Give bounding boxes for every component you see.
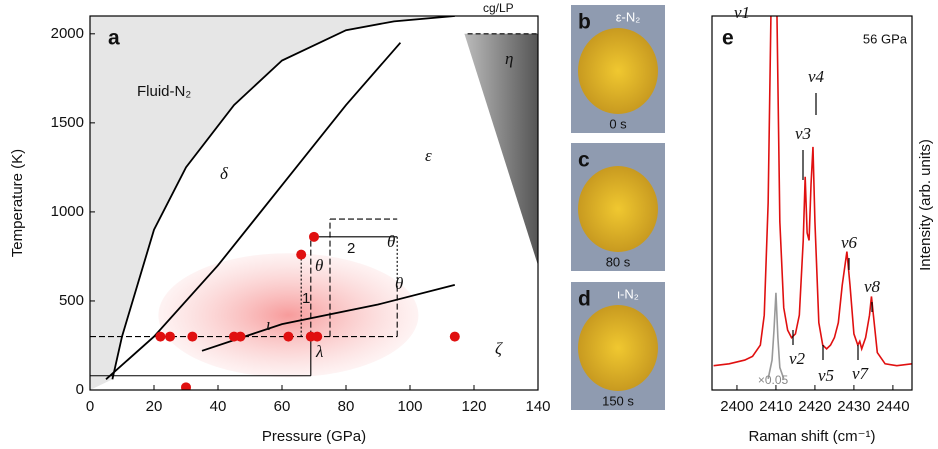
time-label: 0 s <box>609 116 627 131</box>
peak-label: ν5 <box>818 366 834 385</box>
spectrum-line <box>767 292 785 380</box>
x-tick-label: 2400 <box>720 398 753 415</box>
phase-label: ι-N₂ <box>617 286 639 301</box>
x-tick-label: 80 <box>338 398 355 415</box>
y-axis-label: Temperature (K) <box>9 149 26 257</box>
annotation: ι <box>266 315 271 334</box>
peak-label: ν8 <box>864 277 881 296</box>
plot-area <box>90 16 538 390</box>
x-tick-label: 140 <box>525 398 550 415</box>
panel-letter: d <box>578 288 591 311</box>
plot-frame <box>89 15 539 391</box>
photo-panels: b ε-N₂ 0 s c 80 s d ι-N₂ 150 s <box>571 5 665 410</box>
plot-frame <box>711 15 913 391</box>
annotation: δ <box>220 164 229 183</box>
y-tick-label: 1000 <box>51 203 84 220</box>
annotation: θ <box>315 256 323 275</box>
y-tick-label: 1500 <box>51 114 84 131</box>
data-point <box>155 331 166 342</box>
data-point <box>449 331 460 342</box>
x-tick-label: 2430 <box>837 398 870 415</box>
panel-letter: a <box>108 27 120 50</box>
y-tick-label: 2000 <box>51 25 84 42</box>
x-tick-label: 2440 <box>876 398 909 415</box>
scale-note: ×0.05 <box>758 373 789 387</box>
peak-label: ν6 <box>841 233 858 252</box>
phase-boundary <box>105 42 402 380</box>
crystal <box>578 28 658 114</box>
data-point <box>296 249 307 260</box>
fluid-region <box>90 16 455 390</box>
x-tick-label: 60 <box>274 398 291 415</box>
x-tick-label: 120 <box>461 398 486 415</box>
pressure-label: 56 GPa <box>863 31 908 46</box>
annotation: ζ <box>495 339 503 358</box>
x-tick-label: 2410 <box>759 398 792 415</box>
phase-boundary <box>111 16 455 380</box>
annotation: 2 <box>347 240 355 257</box>
x-tick-label: 100 <box>397 398 422 415</box>
panel-letter: b <box>578 11 591 34</box>
time-label: 150 s <box>602 393 634 408</box>
x-tick-label: 0 <box>86 398 94 415</box>
annotation: cg/LP <box>483 1 514 15</box>
time-label: 80 s <box>606 254 631 269</box>
crystal <box>578 166 658 252</box>
iota-region <box>158 253 419 378</box>
y-tick-label: 500 <box>59 292 84 309</box>
crystal <box>578 305 658 391</box>
annotation: θ <box>395 274 403 293</box>
spectrum-line <box>713 16 912 367</box>
data-point <box>181 382 191 390</box>
x-axis-label: Raman shift (cm⁻¹) <box>748 428 875 445</box>
annotation: η <box>505 49 513 68</box>
panel-letter: e <box>722 27 734 50</box>
peak-label: ν1 <box>734 3 750 22</box>
data-point <box>309 231 319 242</box>
data-point <box>312 331 323 342</box>
x-axis-label: Pressure (GPa) <box>262 428 366 445</box>
peak-label: ν2 <box>789 349 806 368</box>
panel-letter: c <box>578 149 590 172</box>
x-tick-label: 20 <box>146 398 163 415</box>
annotation: λ <box>315 342 323 361</box>
y-tick-label: 0 <box>76 381 84 398</box>
data-point <box>283 331 294 342</box>
annotation: θ <box>387 232 395 251</box>
peak-label: ν3 <box>795 124 811 143</box>
annotation: ε <box>425 146 432 165</box>
peak-label: ν4 <box>808 67 825 86</box>
data-point <box>187 331 198 342</box>
annotation: 1 <box>302 290 310 307</box>
data-point <box>165 331 175 342</box>
phase-label: ε-N₂ <box>616 9 641 24</box>
y-axis-label: Intensity (arb. units) <box>917 139 934 271</box>
eta-region <box>464 33 538 266</box>
plot-area <box>713 16 912 380</box>
x-tick-label: 40 <box>210 398 227 415</box>
x-tick-label: 2420 <box>798 398 831 415</box>
peak-label: ν7 <box>852 364 870 383</box>
data-point <box>235 331 246 342</box>
panel-a: 0 20 40 60 80 100 120 140 0 500 1000 1500 2000 Pressu… <box>9 1 551 445</box>
annotation: Fluid-N₂ <box>137 83 191 100</box>
